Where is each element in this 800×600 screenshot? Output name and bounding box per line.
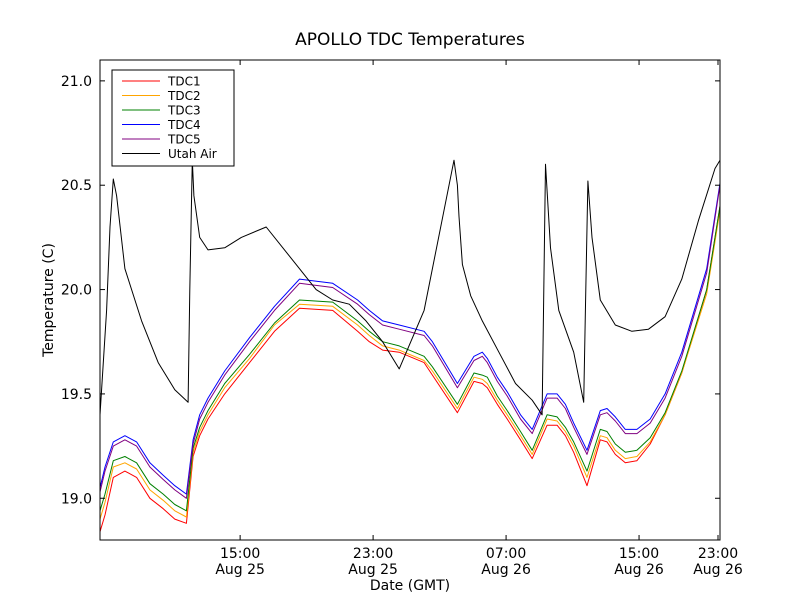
legend-label: TDC4 [167, 118, 201, 132]
legend-label: Utah Air [168, 147, 217, 161]
y-tick-label: 20.5 [61, 178, 92, 194]
x-tick-date-label: Aug 26 [693, 562, 743, 578]
y-tick-label: 19.0 [61, 491, 92, 507]
y-tick-label: 21.0 [61, 74, 92, 90]
legend-label: TDC5 [167, 133, 201, 147]
x-tick-date-label: Aug 26 [614, 562, 664, 578]
x-tick-date-label: Aug 25 [215, 562, 265, 578]
legend-box [111, 69, 235, 167]
series-line-utah-air [99, 159, 721, 416]
x-tick-time-label: 15:00 [220, 546, 260, 562]
x-tick-time-label: 15:00 [619, 546, 659, 562]
series-line-tdc5 [99, 185, 721, 499]
legend-label: TDC2 [167, 89, 201, 103]
y-tick-label: 20.0 [61, 283, 92, 299]
x-tick-time-label: 23:00 [698, 546, 738, 562]
plot-lines [99, 159, 721, 532]
series-line-tdc3 [99, 206, 721, 512]
x-axis-label: Date (GMT) [370, 578, 450, 594]
series-line-tdc1 [99, 206, 721, 532]
legend-label: TDC3 [167, 104, 201, 118]
x-tick-time-label: 23:00 [353, 546, 393, 562]
x-tick-date-label: Aug 26 [481, 562, 531, 578]
legend-label: TDC1 [167, 75, 201, 89]
chart-title: APOLLO TDC Temperatures [295, 30, 525, 50]
x-tick-time-label: 07:00 [486, 546, 526, 562]
series-line-tdc2 [99, 210, 721, 520]
plot-frame [99, 59, 721, 541]
series-line-tdc4 [99, 183, 721, 495]
y-tick-label: 19.5 [61, 387, 92, 403]
y-axis-ticks: 19.0 19.5 20.0 20.5 21.0 [61, 74, 720, 507]
y-axis-label: Temperature (C) [41, 243, 57, 358]
x-tick-date-label: Aug 25 [348, 562, 398, 578]
